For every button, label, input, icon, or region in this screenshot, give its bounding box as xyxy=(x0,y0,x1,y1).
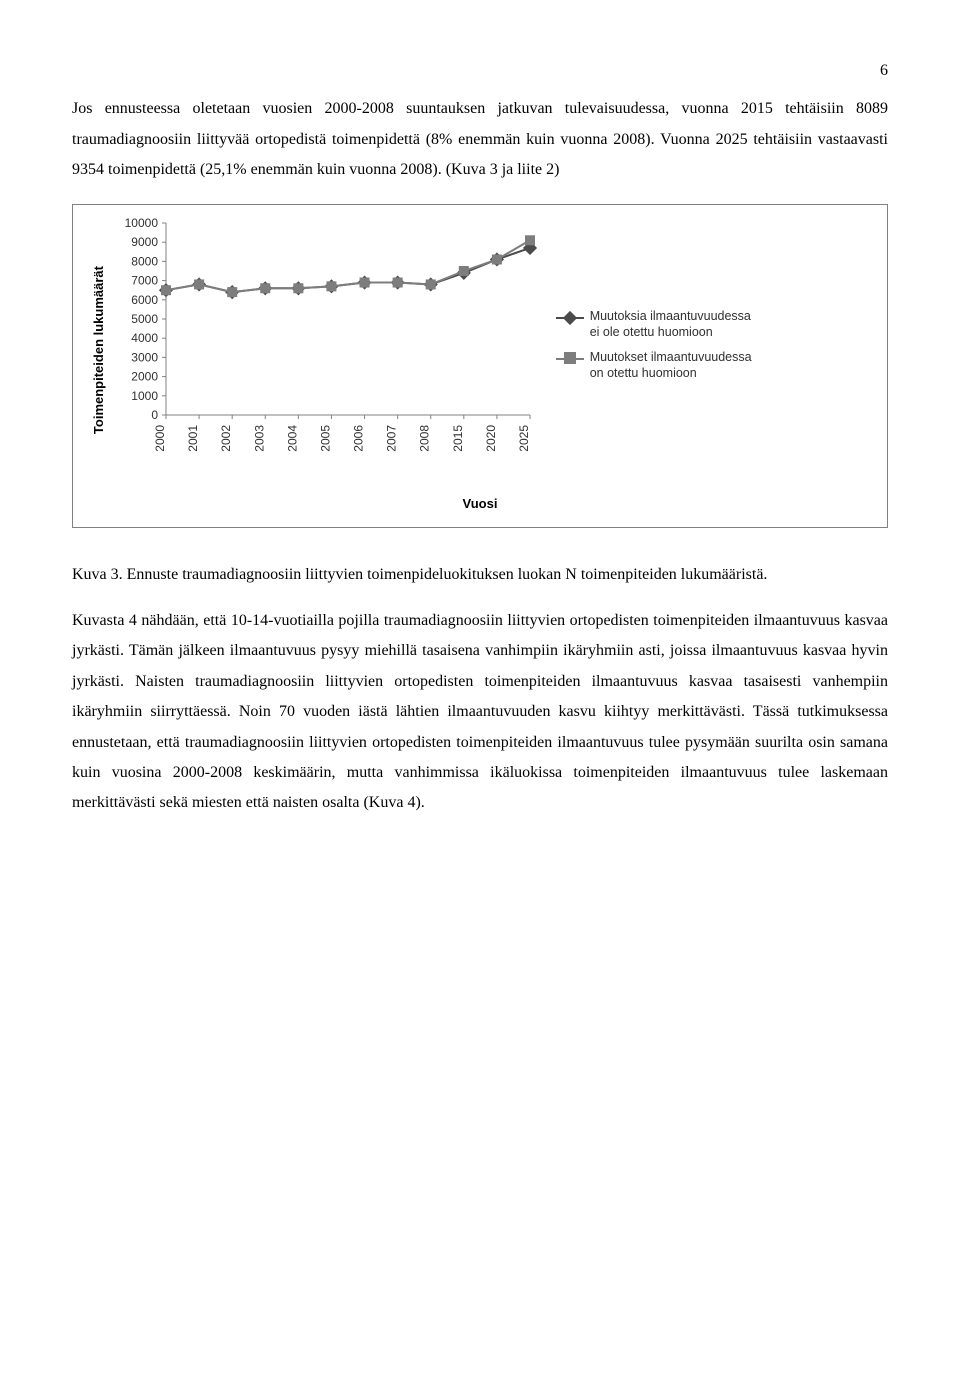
paragraph-1: Jos ennusteessa oletetaan vuosien 2000-2… xyxy=(72,94,888,185)
svg-text:5000: 5000 xyxy=(131,312,158,326)
legend-marker-icon xyxy=(556,352,584,366)
chart-legend: Muutoksia ilmaantuvuudessa ei ole otettu… xyxy=(556,309,756,392)
svg-text:2000: 2000 xyxy=(131,369,158,383)
svg-text:2015: 2015 xyxy=(451,424,465,451)
svg-text:2003: 2003 xyxy=(252,424,266,451)
legend-label: Muutoksia ilmaantuvuudessa ei ole otettu… xyxy=(590,309,756,340)
page-number: 6 xyxy=(72,56,888,86)
svg-text:2025: 2025 xyxy=(517,424,531,451)
chart-x-axis-label: Vuosi xyxy=(87,492,873,517)
chart-plot-area: 0 1000 2000 3000 4000 5000 6000 7000 8000 9000 100… xyxy=(118,215,538,486)
svg-text:7000: 7000 xyxy=(131,273,158,287)
paragraph-2: Kuvasta 4 nähdään, että 10-14-vuotiailla… xyxy=(72,606,888,819)
legend-item: Muutoksia ilmaantuvuudessa ei ole otettu… xyxy=(556,309,756,340)
svg-text:4000: 4000 xyxy=(131,331,158,345)
chart-y-axis-label: Toimenpiteiden lukumäärät xyxy=(87,266,112,434)
svg-text:8000: 8000 xyxy=(131,254,158,268)
legend-label: Muutokset ilmaantuvuudessa on otettu huo… xyxy=(590,350,756,381)
chart-kuva-3: Toimenpiteiden lukumäärät 0 1000 2000 3000 4… xyxy=(72,204,888,528)
svg-text:6000: 6000 xyxy=(131,292,158,306)
svg-text:2005: 2005 xyxy=(318,424,332,451)
svg-text:2007: 2007 xyxy=(384,424,398,451)
svg-text:2004: 2004 xyxy=(285,424,299,451)
svg-text:1000: 1000 xyxy=(131,388,158,402)
legend-item: Muutokset ilmaantuvuudessa on otettu huo… xyxy=(556,350,756,381)
svg-text:2002: 2002 xyxy=(219,424,233,451)
chart-caption: Kuva 3. Ennuste traumadiagnoosiin liitty… xyxy=(72,560,888,590)
legend-marker-icon xyxy=(556,311,584,325)
svg-text:0: 0 xyxy=(151,408,158,422)
svg-text:2000: 2000 xyxy=(153,424,167,451)
svg-text:2020: 2020 xyxy=(484,424,498,451)
svg-text:3000: 3000 xyxy=(131,350,158,364)
svg-text:10000: 10000 xyxy=(124,216,158,230)
svg-text:2006: 2006 xyxy=(351,424,365,451)
svg-text:9000: 9000 xyxy=(131,235,158,249)
svg-text:2008: 2008 xyxy=(417,424,431,451)
svg-text:2001: 2001 xyxy=(186,424,200,451)
